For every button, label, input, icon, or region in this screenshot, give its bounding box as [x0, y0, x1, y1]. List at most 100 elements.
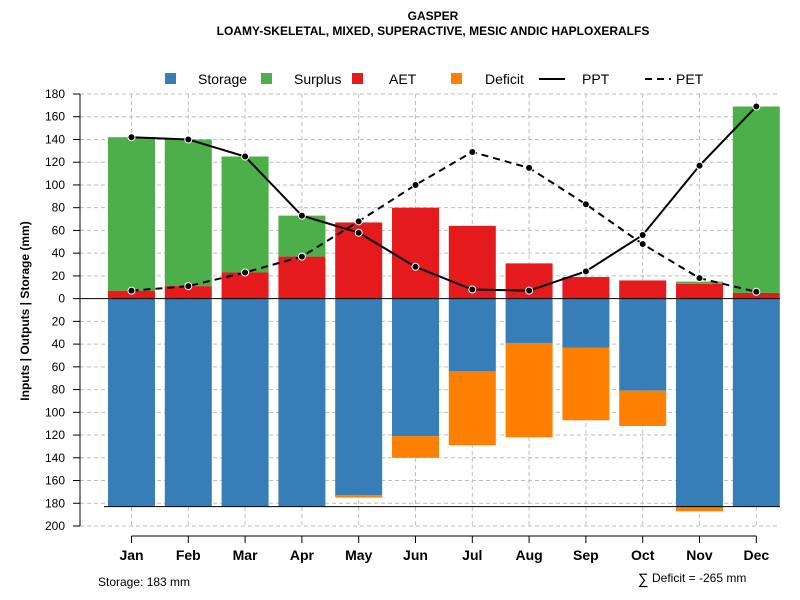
pet-point — [241, 268, 250, 277]
deficit-bar — [392, 436, 439, 458]
aet-bar — [562, 277, 610, 299]
y-tick-label: 180 — [45, 496, 65, 510]
chart-title: GASPER — [408, 9, 459, 23]
storage-bar — [392, 298, 439, 437]
y-tick-label: 200 — [45, 519, 65, 533]
pet-point — [184, 282, 193, 291]
legend-swatch — [261, 73, 272, 84]
storage-bar — [108, 298, 155, 507]
x-tick-label: May — [345, 547, 372, 563]
storage-bar — [562, 298, 610, 348]
y-tick-label: 100 — [45, 405, 65, 419]
legend-swatch — [352, 73, 363, 84]
deficit-bar — [448, 371, 496, 446]
ppt-point — [468, 285, 477, 294]
bars — [108, 106, 780, 512]
y-tick-label: 140 — [45, 451, 65, 465]
y-axis-label: Inputs | Outputs | Storage (mm) — [18, 221, 32, 400]
storage-note: Storage: 183 mm — [98, 575, 190, 589]
storage-bar — [619, 298, 667, 391]
storage-bar — [732, 298, 780, 507]
ppt-point — [297, 211, 306, 220]
aet-bar — [164, 286, 212, 299]
legend-label: PPT — [582, 71, 610, 87]
y-tick-label: 20 — [52, 314, 66, 328]
x-tick-label: Apr — [290, 547, 315, 563]
ppt-point — [184, 135, 193, 144]
storage-bar — [221, 298, 269, 507]
storage-bar — [676, 298, 723, 507]
ppt-point — [752, 102, 761, 111]
x-tick-label: Dec — [743, 547, 769, 563]
surplus-bar — [221, 156, 269, 273]
y-tick-label: 60 — [52, 360, 66, 374]
y-tick-label: 120 — [45, 155, 65, 169]
y-tick-label: 80 — [52, 383, 66, 397]
ppt-line — [131, 105, 758, 292]
y-tick-label: 60 — [52, 223, 66, 237]
storage-bar — [335, 298, 383, 496]
y-tick-label: 180 — [45, 87, 65, 101]
x-tick-label: Nov — [686, 547, 713, 563]
surplus-bar — [108, 137, 155, 291]
aet-bar — [278, 256, 326, 299]
storage-bar — [164, 298, 212, 507]
ppt-point — [525, 286, 534, 295]
legend-label: Deficit — [485, 71, 524, 87]
y-tick-label: 160 — [45, 110, 65, 124]
legend-label: Storage — [198, 71, 247, 87]
pet-line — [131, 150, 757, 293]
y-tick-label: 20 — [52, 269, 66, 283]
storage-bar — [448, 298, 496, 372]
deficit-bar — [619, 390, 667, 426]
surplus-bar — [732, 106, 780, 293]
pet-point — [695, 274, 704, 283]
x-tick-label: Feb — [176, 547, 201, 563]
x-tick-label: Sep — [573, 547, 599, 563]
ppt-point — [354, 228, 363, 237]
aet-bar — [676, 283, 723, 299]
lines — [127, 102, 761, 296]
y-tick-label: 120 — [45, 428, 65, 442]
legend-label: PET — [676, 71, 704, 87]
y-tick-label: 100 — [45, 178, 65, 192]
deficit-bar — [562, 347, 610, 421]
chart-subtitle: LOAMY-SKELETAL, MIXED, SUPERACTIVE, MESI… — [217, 24, 650, 38]
pet-point — [354, 217, 363, 226]
deficit-sum-icon: ∑ — [638, 571, 649, 588]
y-tick-label: 0 — [58, 292, 65, 306]
pet-point — [468, 147, 477, 156]
legend-swatch — [451, 73, 462, 84]
pet-point — [127, 286, 136, 295]
pet-point — [581, 200, 590, 209]
y-tick-label: 80 — [52, 201, 66, 215]
x-tick-label: Oct — [631, 547, 655, 563]
ppt-point — [638, 230, 647, 239]
y-tick-label: 140 — [45, 132, 65, 146]
ppt-point — [581, 267, 590, 276]
x-tick-label: Jul — [462, 547, 482, 563]
ppt-point — [241, 152, 250, 161]
y-tick-label: 40 — [52, 337, 66, 351]
x-tick-label: Aug — [515, 547, 542, 563]
aet-bar — [392, 207, 439, 299]
surplus-bar — [676, 281, 723, 284]
aet-bar — [619, 280, 667, 299]
storage-bar — [278, 298, 326, 507]
y-tick-label: 40 — [52, 246, 66, 260]
legend-label: AET — [389, 71, 417, 87]
surplus-bar — [164, 139, 212, 287]
deficit-bar — [676, 506, 723, 512]
ppt-point — [127, 133, 136, 142]
x-tick-label: Jun — [403, 547, 428, 563]
axes: 1801601401201008060402002040608010012014… — [45, 87, 780, 563]
legend-label: Surplus — [294, 71, 341, 87]
x-tick-label: Jan — [119, 547, 143, 563]
legend: Storage Surplus AET Deficit PPT PET — [165, 71, 704, 87]
x-tick-label: Mar — [233, 547, 258, 563]
pet-point — [525, 163, 534, 172]
storage-bar — [505, 298, 553, 343]
deficit-bar — [505, 342, 553, 438]
surplus-bar — [278, 215, 326, 257]
